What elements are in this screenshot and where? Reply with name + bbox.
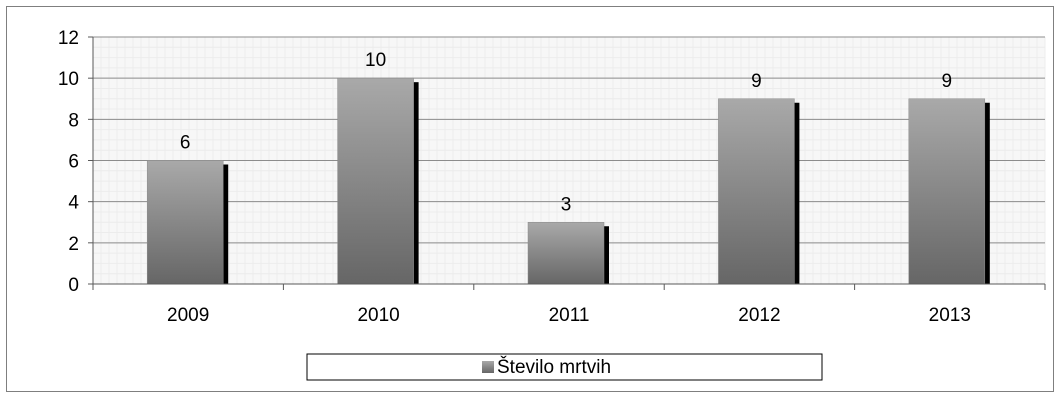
bar-chart: 0 2 4 6 8 10 12 2009 2010 2011 2012 2013 6 10 3 9 9 Št… xyxy=(58,28,1046,381)
bar-shadow xyxy=(984,102,990,284)
bar-shadow xyxy=(794,102,800,284)
y-tick-label: 10 xyxy=(58,69,79,90)
legend-label: Število mrtvih xyxy=(497,356,611,378)
y-tick-label: 0 xyxy=(68,275,79,296)
bar-2012 xyxy=(718,98,795,285)
data-label: 9 xyxy=(751,71,762,92)
bar-2011 xyxy=(527,222,605,285)
x-tick-labels: 2009 2010 2011 2012 2013 xyxy=(167,305,971,326)
y-tick-label: 12 xyxy=(58,28,79,49)
x-tick-label: 2009 xyxy=(167,305,209,326)
legend-box xyxy=(306,353,823,381)
y-tick-labels: 0 2 4 6 8 10 12 xyxy=(58,28,80,296)
bar-shadow xyxy=(223,164,229,284)
data-labels: 6 10 3 9 9 xyxy=(180,50,952,215)
x-tick-label: 2013 xyxy=(929,305,971,326)
data-label: 6 xyxy=(180,133,191,154)
y-tick-label: 4 xyxy=(68,193,79,214)
bar-shadow xyxy=(604,226,609,284)
legend-swatch xyxy=(482,361,494,373)
x-tick-label: 2010 xyxy=(357,305,399,326)
data-label: 3 xyxy=(561,194,572,215)
data-label: 10 xyxy=(365,50,386,71)
chart-frame: 0 2 4 6 8 10 12 2009 2010 2011 2012 2013 6 10 3 9 9 Št… xyxy=(6,6,1054,392)
bars xyxy=(146,77,990,285)
axes xyxy=(88,36,1046,290)
bar-2010 xyxy=(337,77,414,285)
x-tick-label: 2011 xyxy=(549,305,590,326)
y-tick-label: 6 xyxy=(68,152,79,173)
x-tick-label: 2012 xyxy=(738,305,780,326)
y-tick-label: 2 xyxy=(68,234,79,255)
legend: Število mrtvih xyxy=(306,353,823,381)
bar-shadow xyxy=(413,82,419,285)
bar-2009 xyxy=(146,160,224,285)
bar-2013 xyxy=(908,98,986,285)
data-label: 9 xyxy=(942,71,953,92)
y-tick-label: 8 xyxy=(68,110,79,131)
